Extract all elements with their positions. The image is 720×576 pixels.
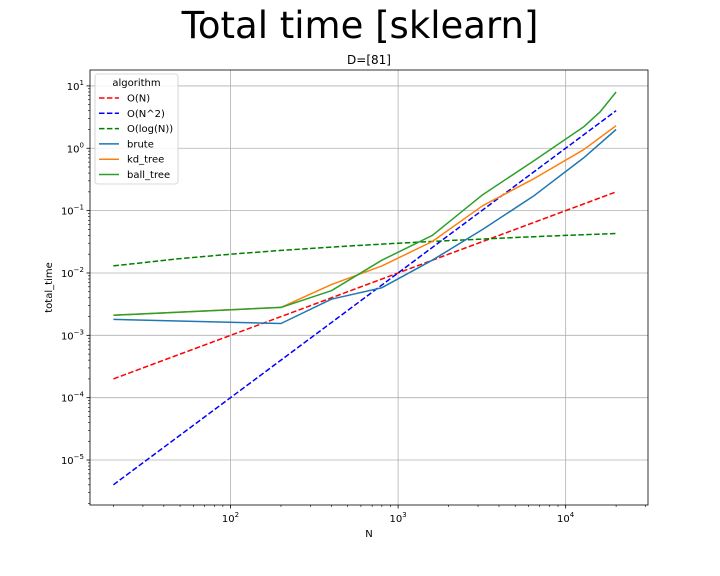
x-tick-label: 103	[389, 511, 406, 525]
axis-ticks: 102 103 104 10−5 10−4 10−3 10−2 10−1 100 101	[61, 79, 646, 525]
legend-entry-label: O(N)	[127, 94, 150, 105]
y-tick-label: 10−3	[61, 328, 84, 342]
y-tick-label: 100	[67, 141, 84, 155]
y-tick-label: 10−5	[61, 453, 84, 467]
y-tick-label: 10−4	[61, 391, 85, 405]
chart-title: D=[81]	[347, 53, 391, 67]
legend-entry-label: O(N^2)	[127, 109, 165, 120]
series-line-o-n-2	[112, 110, 617, 486]
legend: algorithm O(N) O(N^2) O(log(N)) brute kd_tree…	[94, 73, 179, 185]
x-tick-label: 104	[557, 511, 575, 525]
figure-suptitle: Total time [sklearn]	[181, 4, 539, 47]
grid-lines	[90, 70, 648, 505]
series-line-o-log-n	[113, 232, 617, 267]
x-axis-label: N	[365, 529, 372, 540]
legend-entry-label: O(log(N))	[127, 124, 173, 135]
legend-entry-label: ball_tree	[127, 170, 170, 181]
legend-entry-label: brute	[127, 139, 154, 150]
y-tick-label: 101	[67, 79, 84, 93]
series-line-o-n	[113, 191, 617, 380]
y-tick-label: 10−2	[61, 266, 84, 280]
series-line-brute	[113, 128, 617, 325]
series-lines	[112, 91, 617, 486]
legend-entry-label: kd_tree	[127, 155, 164, 166]
legend-title: algorithm	[112, 78, 160, 89]
y-axis-label: total_time	[44, 262, 55, 312]
plot-frame	[89, 69, 649, 506]
legend-box	[94, 73, 179, 185]
series-line-ball-tree	[113, 91, 617, 316]
x-tick-label: 102	[222, 511, 239, 525]
series-line-kd-tree	[113, 125, 617, 316]
y-tick-label: 10−1	[61, 204, 84, 218]
